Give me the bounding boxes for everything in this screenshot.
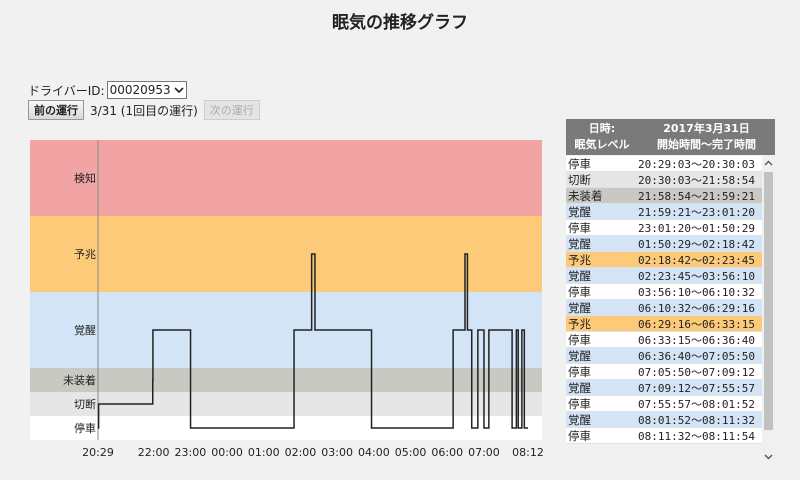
x-tick-label: 20:29 — [82, 446, 114, 459]
table-row: 停車 03:56:10〜06:10:32 — [566, 284, 762, 300]
chevron-down-icon[interactable] — [762, 450, 775, 464]
table-row: 覚醒 08:01:52〜08:11:32 — [566, 412, 762, 428]
y-tick-label: 停車 — [74, 421, 96, 435]
prev-run-button[interactable]: 前の運行 — [28, 100, 84, 120]
table-row: 停車 20:29:03〜20:30:03 — [566, 156, 762, 172]
row-time: 07:55:57〜08:01:52 — [638, 397, 755, 411]
page-title: 眠気の推移グラフ — [332, 13, 468, 33]
drowsiness-chart: 検知予兆覚醒未装着切断停車 20:29 22:00 23:00 00:00 01:00 02… — [0, 132, 560, 472]
chevron-up-icon[interactable] — [762, 156, 775, 170]
x-tick-label: 04:00 — [358, 446, 390, 459]
row-time: 23:01:20〜01:50:29 — [638, 221, 755, 235]
row-level: 停車 — [568, 220, 591, 235]
row-time: 02:23:45〜03:56:10 — [638, 269, 755, 283]
row-level: 覚醒 — [568, 412, 591, 427]
row-time: 07:05:50〜07:09:12 — [638, 365, 755, 379]
y-tick-label: 未装着 — [63, 373, 96, 387]
drowsiness-table: 日時: 眠気レベル 2017年3月31日 開始時間〜完了時間 停車 20:29:0… — [566, 119, 775, 480]
row-time: 08:11:32〜08:11:54 — [638, 429, 755, 443]
table-row: 停車 07:05:50〜07:09:12 — [566, 364, 762, 380]
row-time: 01:50:29〜02:18:42 — [638, 237, 755, 251]
table-row: 覚醒 06:10:32〜06:29:16 — [566, 300, 762, 316]
row-level: 予兆 — [568, 316, 591, 331]
table-row: 停車 07:55:57〜08:01:52 — [566, 396, 762, 412]
row-level: 覚醒 — [568, 268, 591, 283]
table-row: 覚醒 07:09:12〜07:55:57 — [566, 380, 762, 396]
row-time: 06:33:15〜06:36:40 — [638, 333, 755, 347]
row-time: 07:09:12〜07:55:57 — [638, 381, 755, 395]
driver-id-value: 00020953 — [109, 83, 171, 97]
scroll-thumb[interactable] — [764, 172, 773, 430]
header-col-level: 日時: 眠気レベル — [574, 122, 630, 151]
row-level: 停車 — [568, 284, 591, 299]
y-tick-label: 切断 — [74, 397, 96, 411]
table-row: 停車 08:11:32〜08:11:54 — [566, 428, 762, 444]
table-row: 覚醒 02:23:45〜03:56:10 — [566, 268, 762, 284]
row-level: 未装着 — [568, 188, 603, 203]
y-tick-label: 覚醒 — [74, 324, 96, 337]
y-tick-label: 検知 — [74, 171, 96, 185]
row-time: 06:36:40〜07:05:50 — [638, 349, 755, 363]
table-header: 日時: 眠気レベル 2017年3月31日 開始時間〜完了時間 — [566, 119, 775, 155]
x-tick-label: 02:00 — [285, 446, 317, 459]
band-予兆 — [30, 216, 542, 292]
table-row: 停車 23:01:20〜01:50:29 — [566, 220, 762, 236]
x-tick-label: 00:00 — [211, 446, 243, 459]
row-level: 停車 — [568, 364, 591, 379]
row-level: 予兆 — [568, 252, 591, 267]
driver-selector-row: ドライバーID: 00020953 — [28, 81, 187, 99]
row-level: 停車 — [568, 396, 591, 411]
row-time: 03:56:10〜06:10:32 — [638, 285, 755, 299]
table-body: 停車 20:29:03〜20:30:03 切断 20:30:03〜21:58:54 未装… — [566, 156, 762, 444]
run-status: 3/31 (1回目の運行) — [90, 103, 198, 118]
row-time: 08:01:52〜08:11:32 — [638, 413, 755, 427]
row-time: 20:30:03〜21:58:54 — [638, 173, 755, 187]
header-col-time: 2017年3月31日 開始時間〜完了時間 — [657, 122, 756, 151]
row-time: 06:10:32〜06:29:16 — [638, 301, 755, 315]
x-tick-label: 05:00 — [395, 446, 427, 459]
x-tick-label: 07:00 — [468, 446, 500, 459]
row-level: 覚醒 — [568, 300, 591, 315]
x-tick-label: 23:00 — [175, 446, 207, 459]
row-level: 覚醒 — [568, 204, 591, 219]
row-level: 覚醒 — [568, 380, 591, 395]
band-検知 — [30, 140, 542, 216]
row-level: 停車 — [568, 332, 591, 347]
row-level: 覚醒 — [568, 348, 591, 363]
x-tick-label: 08:12 — [512, 446, 544, 459]
chevron-down-icon — [174, 83, 184, 97]
driver-id-select[interactable]: 00020953 — [106, 81, 187, 99]
row-time: 20:29:03〜20:30:03 — [638, 157, 755, 171]
y-tick-label: 予兆 — [74, 248, 96, 261]
x-tick-label: 01:00 — [248, 446, 280, 459]
x-tick-label: 22:00 — [138, 446, 170, 459]
series-line — [97, 253, 528, 429]
row-level: 停車 — [568, 428, 591, 443]
band-未装着 — [30, 368, 542, 392]
table-row: 予兆 06:29:16〜06:33:15 — [566, 316, 762, 332]
x-tick-label: 06:00 — [431, 446, 463, 459]
driver-label: ドライバーID: — [28, 83, 105, 98]
row-level: 切断 — [568, 172, 591, 187]
table-row: 覚醒 01:50:29〜02:18:42 — [566, 236, 762, 252]
table-row: 予兆 02:18:42〜02:23:45 — [566, 252, 762, 268]
row-level: 覚醒 — [568, 236, 591, 251]
next-run-button[interactable]: 次の運行 — [203, 100, 260, 120]
table-row: 覚醒 06:36:40〜07:05:50 — [566, 348, 762, 364]
table-row: 停車 06:33:15〜06:36:40 — [566, 332, 762, 348]
run-navigation: 前の運行 3/31 (1回目の運行) 次の運行 — [28, 100, 260, 120]
row-time: 21:58:54〜21:59:21 — [638, 189, 755, 203]
table-row: 未装着 21:58:54〜21:59:21 — [566, 188, 762, 204]
table-scrollbar[interactable] — [762, 156, 775, 480]
table-row: 覚醒 21:59:21〜23:01:20 — [566, 204, 762, 220]
table-row: 切断 20:30:03〜21:58:54 — [566, 172, 762, 188]
row-time: 06:29:16〜06:33:15 — [638, 317, 755, 331]
row-time: 02:18:42〜02:23:45 — [638, 253, 755, 267]
row-level: 停車 — [568, 156, 591, 171]
row-time: 21:59:21〜23:01:20 — [638, 205, 755, 219]
x-tick-label: 03:00 — [321, 446, 353, 459]
